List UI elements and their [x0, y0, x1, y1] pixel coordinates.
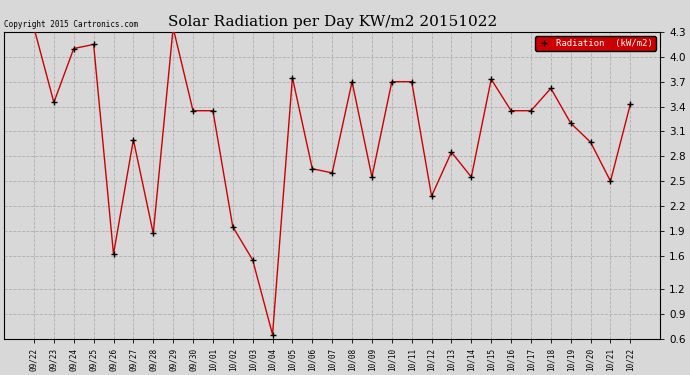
Legend: Radiation  (kW/m2): Radiation (kW/m2) [535, 36, 656, 51]
Text: Copyright 2015 Cartronics.com: Copyright 2015 Cartronics.com [4, 20, 138, 29]
Title: Solar Radiation per Day KW/m2 20151022: Solar Radiation per Day KW/m2 20151022 [168, 15, 497, 29]
